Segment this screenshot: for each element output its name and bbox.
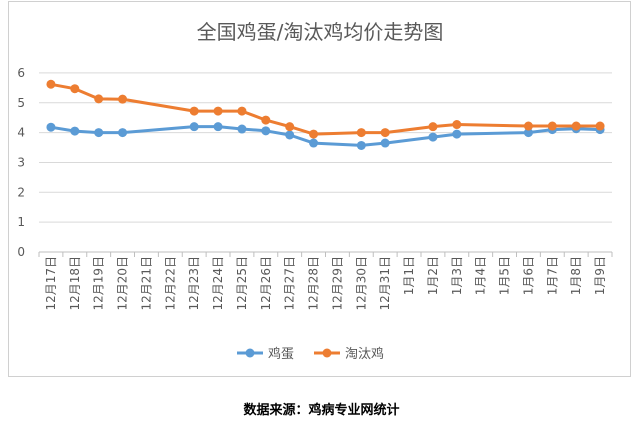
- data-point: [452, 120, 462, 130]
- x-tick-label: 12月21日: [139, 256, 153, 311]
- x-tick-label: 1月7日: [545, 256, 559, 295]
- data-point: [356, 140, 366, 150]
- x-tick-label: 1月5日: [498, 256, 512, 295]
- data-point: [428, 122, 438, 132]
- data-point: [94, 128, 104, 138]
- data-point: [118, 94, 128, 104]
- data-point: [380, 128, 390, 138]
- x-axis-ticks: 12月17日 12月18日 12月19日 12月20日 12月21日 12月22日 12月2…: [38, 252, 613, 311]
- legend-swatch-marker: [322, 348, 332, 358]
- x-tick-label: 1月3日: [450, 256, 464, 295]
- data-point: [213, 122, 223, 132]
- legend-label: 鸡蛋: [268, 346, 294, 362]
- data-point: [309, 129, 319, 139]
- y-tick-label: 2: [17, 185, 25, 199]
- x-tick-label: 12月29日: [330, 256, 344, 311]
- chart-title: 全国鸡蛋/淘汰鸡均价走势图: [197, 20, 444, 44]
- y-tick-label: 1: [17, 215, 25, 229]
- series: [46, 79, 605, 150]
- y-tick-label: 5: [17, 96, 25, 110]
- x-tick-label: 1月2日: [426, 256, 440, 295]
- y-tick-label: 4: [17, 126, 25, 140]
- data-point: [380, 138, 390, 148]
- x-tick-label: 12月27日: [283, 256, 297, 311]
- data-point: [46, 79, 56, 89]
- x-tick-label: 12月28日: [307, 256, 321, 311]
- x-tick-label: 12月24日: [211, 256, 225, 311]
- x-tick-label: 12月31日: [378, 256, 392, 311]
- x-tick-label: 1月4日: [474, 256, 488, 295]
- x-tick-label: 1月1日: [402, 256, 416, 295]
- legend: 鸡蛋 淘汰鸡: [237, 346, 384, 362]
- data-point: [261, 126, 271, 136]
- data-point: [309, 138, 319, 148]
- x-tick-label: 1月8日: [569, 256, 583, 295]
- legend-item: 鸡蛋: [237, 346, 294, 362]
- data-point: [428, 132, 438, 142]
- y-tick-label: 6: [17, 66, 25, 80]
- data-point: [595, 121, 605, 131]
- data-point: [213, 106, 223, 116]
- data-point: [261, 115, 271, 125]
- x-tick-label: 1月9日: [593, 256, 607, 295]
- x-tick-label: 12月20日: [116, 256, 130, 311]
- legend-swatch-marker: [245, 348, 255, 358]
- data-point: [452, 129, 462, 139]
- data-point: [285, 122, 295, 132]
- data-point: [547, 121, 557, 131]
- data-point: [70, 84, 80, 94]
- data-point: [356, 128, 366, 138]
- data-point: [118, 128, 128, 138]
- x-tick-label: 12月19日: [92, 256, 106, 311]
- x-tick-label: 12月17日: [44, 256, 58, 311]
- series-line: [49, 82, 602, 136]
- x-tick-label: 12月26日: [259, 256, 273, 311]
- series-line: [49, 125, 602, 147]
- line-chart: 全国鸡蛋/淘汰鸡均价走势图 0 1 2 3 4 5 6 12月17日 12月18日 12月19日…: [17, 20, 613, 362]
- source-note: 数据来源：鸡病专业网统计: [243, 403, 400, 418]
- data-point: [571, 121, 581, 131]
- y-tick-label: 3: [17, 155, 25, 169]
- x-tick-label: 12月23日: [187, 256, 201, 311]
- y-axis-ticks: 0 1 2 3 4 5 6: [17, 66, 25, 259]
- x-tick-label: 12月25日: [235, 256, 249, 311]
- legend-label: 淘汰鸡: [345, 346, 384, 362]
- chart-frame: 全国鸡蛋/淘汰鸡均价走势图 0 1 2 3 4 5 6 12月17日 12月18日 12月19日…: [8, 1, 631, 377]
- data-point: [94, 94, 104, 104]
- data-point: [237, 124, 247, 134]
- series-group: [46, 79, 605, 139]
- data-point: [285, 130, 295, 140]
- legend-item: 淘汰鸡: [314, 346, 384, 362]
- data-point: [70, 126, 80, 136]
- y-tick-label: 0: [17, 245, 25, 259]
- data-point: [523, 121, 533, 131]
- x-tick-label: 12月22日: [163, 256, 177, 311]
- data-point: [189, 106, 199, 116]
- x-tick-label: 12月30日: [354, 256, 368, 311]
- data-point: [189, 122, 199, 132]
- data-point: [46, 122, 56, 132]
- data-point: [237, 106, 247, 116]
- data-point: [523, 128, 533, 138]
- x-tick-label: 12月18日: [68, 256, 82, 311]
- x-tick-label: 1月6日: [521, 256, 535, 295]
